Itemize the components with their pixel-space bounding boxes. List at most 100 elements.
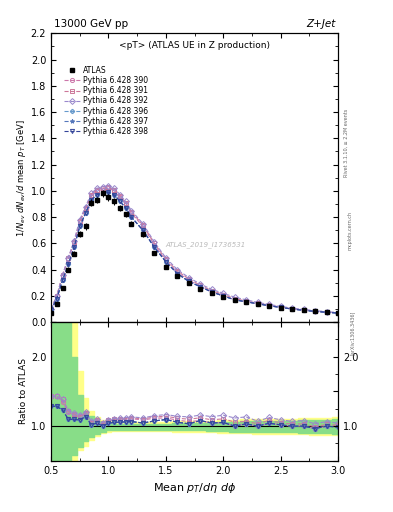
Pythia 6.428 390 [163, 258, 168, 264]
Y-axis label: Ratio to ATLAS: Ratio to ATLAS [19, 358, 28, 424]
Pythia 6.428 391 [267, 302, 272, 308]
Pythia 6.428 392 [95, 185, 99, 191]
Pythia 6.428 391 [106, 184, 111, 190]
Pythia 6.428 391 [198, 282, 203, 288]
Pythia 6.428 390 [106, 185, 111, 191]
Pythia 6.428 398 [112, 191, 117, 198]
Pythia 6.428 398 [77, 223, 82, 229]
Pythia 6.428 397 [106, 189, 111, 195]
Pythia 6.428 397 [95, 191, 99, 198]
Pythia 6.428 398 [60, 277, 65, 283]
Pythia 6.428 391 [209, 288, 214, 294]
Pythia 6.428 390 [89, 193, 94, 199]
Pythia 6.428 392 [83, 204, 88, 210]
Pythia 6.428 397 [290, 306, 294, 312]
Line: Pythia 6.428 390: Pythia 6.428 390 [49, 186, 340, 315]
Pythia 6.428 398 [83, 210, 88, 216]
Pythia 6.428 396 [301, 307, 306, 313]
Pythia 6.428 397 [60, 277, 65, 283]
Pythia 6.428 398 [100, 190, 105, 197]
Pythia 6.428 390 [255, 301, 260, 307]
Pythia 6.428 391 [336, 310, 340, 316]
Pythia 6.428 390 [141, 223, 145, 229]
Pythia 6.428 398 [163, 259, 168, 265]
Pythia 6.428 396 [83, 210, 88, 216]
Pythia 6.428 396 [100, 190, 105, 197]
Pythia 6.428 397 [72, 244, 76, 250]
Pythia 6.428 391 [278, 304, 283, 310]
Pythia 6.428 396 [77, 223, 82, 229]
Pythia 6.428 390 [244, 298, 248, 305]
Pythia 6.428 390 [336, 310, 340, 316]
Line: Pythia 6.428 398: Pythia 6.428 398 [49, 190, 340, 315]
Pythia 6.428 390 [66, 256, 71, 262]
Pythia 6.428 396 [141, 227, 145, 233]
Pythia 6.428 391 [313, 308, 318, 314]
Pythia 6.428 398 [255, 301, 260, 307]
Pythia 6.428 392 [301, 306, 306, 312]
Pythia 6.428 392 [324, 309, 329, 315]
Pythia 6.428 397 [313, 308, 318, 314]
Pythia 6.428 396 [198, 284, 203, 290]
Line: Pythia 6.428 392: Pythia 6.428 392 [49, 183, 340, 315]
Pythia 6.428 392 [267, 302, 272, 308]
Pythia 6.428 397 [232, 297, 237, 303]
Pythia 6.428 398 [152, 244, 157, 250]
Pythia 6.428 396 [278, 304, 283, 310]
Pythia 6.428 397 [186, 279, 191, 285]
Pythia 6.428 398 [267, 303, 272, 309]
Pythia 6.428 396 [221, 293, 226, 299]
Pythia 6.428 397 [198, 284, 203, 290]
Pythia 6.428 391 [72, 239, 76, 245]
Pythia 6.428 396 [313, 308, 318, 314]
Pythia 6.428 390 [290, 306, 294, 312]
Pythia 6.428 398 [244, 298, 248, 305]
Pythia 6.428 390 [221, 293, 226, 299]
Pythia 6.428 391 [175, 268, 180, 274]
Pythia 6.428 390 [209, 289, 214, 295]
Pythia 6.428 397 [301, 307, 306, 313]
Pythia 6.428 391 [123, 200, 128, 206]
Pythia 6.428 396 [49, 307, 53, 313]
Pythia 6.428 392 [198, 281, 203, 287]
Pythia 6.428 398 [313, 308, 318, 314]
Pythia 6.428 391 [112, 186, 117, 193]
Pythia 6.428 391 [118, 193, 122, 199]
Pythia 6.428 398 [186, 279, 191, 285]
Pythia 6.428 396 [66, 261, 71, 267]
Pythia 6.428 391 [290, 306, 294, 312]
Pythia 6.428 392 [112, 185, 117, 191]
Pythia 6.428 397 [336, 310, 340, 316]
Pythia 6.428 392 [255, 300, 260, 306]
Pythia 6.428 398 [301, 307, 306, 313]
Pythia 6.428 390 [77, 219, 82, 225]
Pythia 6.428 397 [112, 191, 117, 198]
Text: ATLAS_2019_I1736531: ATLAS_2019_I1736531 [166, 241, 246, 247]
Pythia 6.428 396 [324, 309, 329, 315]
Pythia 6.428 397 [141, 227, 145, 233]
Pythia 6.428 391 [77, 218, 82, 224]
Pythia 6.428 397 [123, 205, 128, 211]
Pythia 6.428 390 [55, 293, 59, 299]
Pythia 6.428 398 [290, 306, 294, 312]
Pythia 6.428 391 [301, 307, 306, 313]
Pythia 6.428 392 [336, 309, 340, 315]
Pythia 6.428 396 [163, 259, 168, 265]
Pythia 6.428 398 [221, 293, 226, 299]
Pythia 6.428 391 [60, 272, 65, 278]
Pythia 6.428 390 [232, 297, 237, 303]
Pythia 6.428 392 [55, 293, 59, 299]
Pythia 6.428 391 [129, 209, 134, 215]
Pythia 6.428 396 [60, 277, 65, 283]
Pythia 6.428 397 [209, 289, 214, 295]
Pythia 6.428 396 [72, 244, 76, 250]
Line: Pythia 6.428 391: Pythia 6.428 391 [49, 185, 340, 315]
Pythia 6.428 396 [118, 198, 122, 204]
Pythia 6.428 398 [49, 307, 53, 313]
Pythia 6.428 390 [267, 303, 272, 309]
Pythia 6.428 391 [55, 293, 59, 299]
Pythia 6.428 398 [198, 284, 203, 290]
Pythia 6.428 392 [89, 190, 94, 197]
Pythia 6.428 391 [232, 295, 237, 302]
Pythia 6.428 390 [118, 195, 122, 201]
